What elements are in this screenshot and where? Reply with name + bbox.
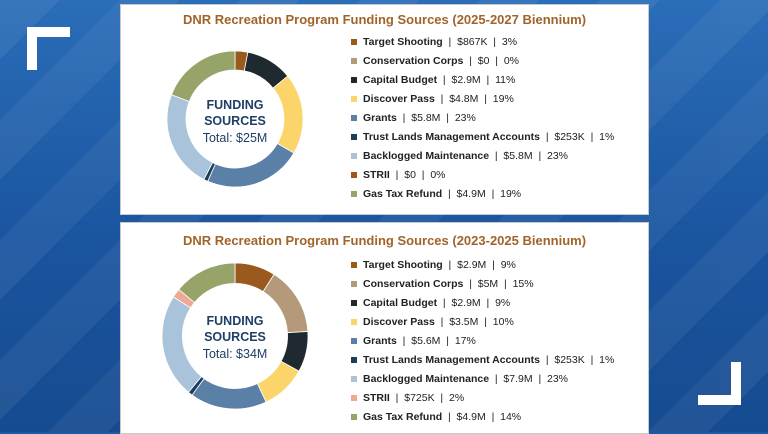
center-label-line1: FUNDING <box>207 98 264 112</box>
legend-label: Capital Budget <box>363 297 438 309</box>
legend-label: Grants <box>363 112 397 124</box>
legend-label: Backlogged Maintenance <box>363 373 490 385</box>
legend-label: Trust Lands Management Accounts <box>363 354 540 366</box>
legend-value: | $2.9M | 11% <box>437 74 516 86</box>
legend-label: Trust Lands Management Accounts <box>363 131 540 143</box>
legend-label: Capital Budget <box>363 74 438 86</box>
donut-slice-grants <box>207 142 295 188</box>
legend-swatch <box>351 281 357 287</box>
legend-label: Discover Pass <box>363 93 435 105</box>
legend-label: Grants <box>363 335 397 347</box>
legend-label: Conservation Corps <box>363 55 464 67</box>
legend-label: Target Shooting <box>363 36 443 48</box>
legend-swatch <box>351 39 357 45</box>
legend-swatch <box>351 58 357 64</box>
center-label-line2: SOURCES <box>204 114 266 128</box>
legend-swatch <box>351 319 357 325</box>
chart-panel-2025-2027: DNR Recreation Program Funding Sources (… <box>120 4 649 215</box>
legend-label: Conservation Corps <box>363 278 464 290</box>
legend-value: | $0 | 0% <box>463 55 520 67</box>
chart-title: DNR Recreation Program Funding Sources (… <box>182 233 587 248</box>
donut-slice-gas-tax-refund <box>178 262 236 304</box>
legend-swatch <box>351 414 357 420</box>
center-total: Total: $34M <box>203 347 268 361</box>
legend-label: STRII <box>363 392 390 404</box>
legend-swatch <box>351 338 357 344</box>
corner-bracket-bottom-right <box>698 362 741 405</box>
legend-value: | $5.8M | 23% <box>396 112 476 124</box>
legend-value: | $867K | 3% <box>442 36 518 48</box>
legend-swatch <box>351 134 357 140</box>
legend-value: | $5M | 15% <box>463 278 534 290</box>
corner-bracket-top-left <box>27 27 70 70</box>
legend-swatch <box>351 300 357 306</box>
legend-label: Discover Pass <box>363 316 435 328</box>
legend-value: | $5.8M | 23% <box>489 150 569 162</box>
legend-value: | $725K | 2% <box>389 392 465 404</box>
center-label-line1: FUNDING <box>207 314 264 328</box>
legend-value: | $2.9M | 9% <box>437 297 511 309</box>
legend-label: Backlogged Maintenance <box>363 150 490 162</box>
legend-label: STRII <box>363 169 390 181</box>
legend-swatch <box>351 153 357 159</box>
legend-swatch <box>351 191 357 197</box>
legend-value: | $3.5M | 10% <box>434 316 514 328</box>
legend-swatch <box>351 96 357 102</box>
legend-label: Target Shooting <box>363 259 443 271</box>
donut-slice-gas-tax-refund <box>170 50 236 103</box>
legend-swatch <box>351 172 357 178</box>
donut-chart: FUNDING SOURCES Total: $34M <box>161 262 309 410</box>
legend-value: | $4.8M | 19% <box>434 93 514 105</box>
legend-value: | $2.9M | 9% <box>442 259 516 271</box>
donut-slice-conservation-corps <box>262 273 309 334</box>
legend-value: | $4.9M | 14% <box>442 411 522 423</box>
donut-slice-discover-pass <box>272 75 304 154</box>
legend-swatch <box>351 376 357 382</box>
legend-value: | $4.9M | 19% <box>442 188 522 200</box>
legend-label: Gas Tax Refund <box>363 188 443 200</box>
donut-slice-backlogged-maintenance <box>161 296 203 393</box>
legend-swatch <box>351 357 357 363</box>
legend-value: | $253K | 1% <box>539 131 615 143</box>
chart-panel-2023-2025: DNR Recreation Program Funding Sources (… <box>120 222 649 434</box>
legend-swatch <box>351 115 357 121</box>
chart-title: DNR Recreation Program Funding Sources (… <box>182 12 587 27</box>
legend-value: | $0 | 0% <box>389 169 446 181</box>
legend-swatch <box>351 395 357 401</box>
center-label-line2: SOURCES <box>204 330 266 344</box>
legend-value: | $7.9M | 23% <box>489 373 569 385</box>
legend-value: | $253K | 1% <box>539 354 615 366</box>
legend-swatch <box>351 262 357 268</box>
legend-value: | $5.6M | 17% <box>396 335 476 347</box>
donut-chart: FUNDING SOURCES Total: $25M <box>166 50 304 188</box>
donut-slice-grants <box>191 377 267 410</box>
legend-label: Gas Tax Refund <box>363 411 443 423</box>
center-total: Total: $25M <box>203 131 268 145</box>
legend-swatch <box>351 77 357 83</box>
